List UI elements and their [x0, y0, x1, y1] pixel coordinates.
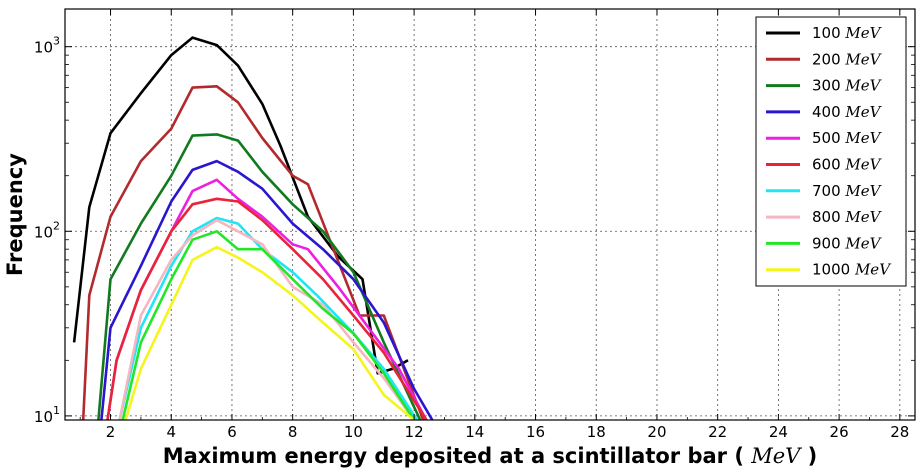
y-tick-label-100: 102 [34, 219, 60, 241]
series-line-600-mev [106, 197, 428, 420]
x-tick-label-20: 20 [647, 423, 666, 441]
legend-unit: MeV [844, 77, 882, 95]
x-axis-label: Maximum energy deposited at a scintillat… [163, 444, 818, 468]
legend-entry-700-mev: 700 MeV [812, 182, 883, 200]
legend-value: 500 [812, 129, 845, 147]
legend-value: 1000 [812, 261, 855, 279]
x-tick-label-18: 18 [587, 423, 606, 441]
series-line-900-mev [121, 230, 416, 420]
series-line-800-mev [118, 218, 416, 420]
y-tick-base: 10 [34, 39, 53, 57]
legend-entry-800-mev: 800 MeV [812, 208, 883, 226]
x-tick-label-2: 2 [106, 423, 116, 441]
legend-unit: MeV [844, 24, 882, 42]
x-tick-label-12: 12 [405, 423, 424, 441]
legend-value: 300 [812, 77, 845, 95]
legend-entry-300-mev: 300 MeV [812, 77, 883, 95]
legend-value: 600 [812, 156, 845, 174]
legend-value: 100 [812, 24, 845, 42]
x-tick-label-26: 26 [830, 423, 849, 441]
legend-entry-200-mev: 200 MeV [812, 50, 883, 68]
legend-entry-600-mev: 600 MeV [812, 156, 883, 174]
x-axis-label-prefix: Maximum energy deposited at a scintillat… [163, 444, 752, 468]
legend-unit: MeV [844, 103, 882, 121]
legend-unit: MeV [844, 182, 882, 200]
x-tick-label-10: 10 [344, 423, 363, 441]
series-line-400-mev [100, 159, 434, 420]
x-axis-label-suffix: ) [800, 444, 817, 468]
legend-value: 200 [812, 50, 845, 68]
legend-unit: MeV [854, 261, 892, 279]
legend-value: 400 [812, 103, 845, 121]
series-line-100-mev [72, 36, 409, 375]
legend-entry-400-mev: 400 MeV [812, 103, 883, 121]
x-tick-label-8: 8 [288, 423, 298, 441]
y-tick-label-1000: 103 [34, 35, 60, 57]
legend-unit: MeV [844, 50, 882, 68]
legend-entry-500-mev: 500 MeV [812, 129, 883, 147]
legend-unit: MeV [844, 129, 882, 147]
series-line-300-mev [97, 133, 422, 420]
y-tick-exponent: 1 [53, 404, 60, 417]
legend-value: 800 [812, 208, 845, 226]
x-tick-label-24: 24 [769, 423, 788, 441]
x-tick-label-28: 28 [890, 423, 909, 441]
legend-entry-1000-mev: 1000 MeV [812, 261, 892, 279]
series-line-1000-mev [124, 245, 415, 420]
y-tick-exponent: 2 [53, 219, 60, 232]
y-axis-label: Frequency [3, 153, 27, 276]
y-tick-base: 10 [34, 223, 53, 241]
x-tick-label-16: 16 [526, 423, 545, 441]
legend-unit: MeV [844, 234, 882, 252]
y-tick-label-10: 101 [34, 404, 60, 426]
y-tick-base: 10 [34, 408, 53, 426]
x-axis-label-unit: MeV [750, 444, 802, 468]
x-tick-label-22: 22 [708, 423, 727, 441]
y-tick-exponent: 3 [53, 35, 60, 48]
legend-box [755, 16, 907, 287]
legend-unit: MeV [844, 156, 882, 174]
x-tick-label-6: 6 [227, 423, 237, 441]
legend-value: 700 [812, 182, 845, 200]
legend-entry-900-mev: 900 MeV [812, 234, 883, 252]
x-tick-label-4: 4 [166, 423, 176, 441]
series-lines [72, 36, 434, 420]
x-tick-label-14: 14 [465, 423, 484, 441]
legend-value: 900 [812, 234, 845, 252]
plot-frame [64, 8, 916, 421]
legend-unit: MeV [844, 208, 882, 226]
legend-entry-100-mev: 100 MeV [812, 24, 883, 42]
